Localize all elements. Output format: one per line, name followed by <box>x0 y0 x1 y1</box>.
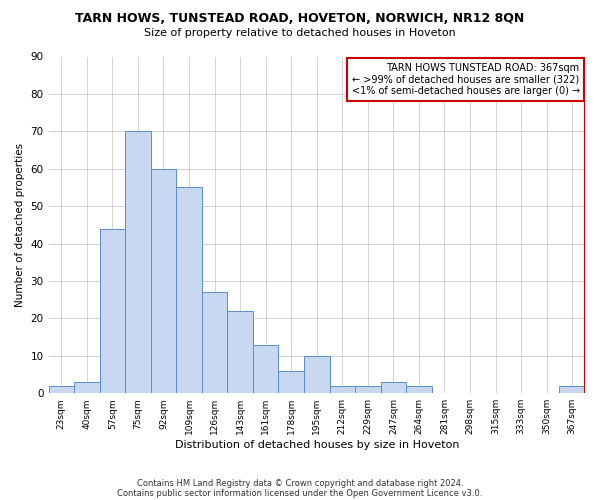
Bar <box>304 356 329 393</box>
Bar <box>253 344 278 393</box>
Text: Contains public sector information licensed under the Open Government Licence v3: Contains public sector information licen… <box>118 488 482 498</box>
Bar <box>202 292 227 393</box>
Text: Size of property relative to detached houses in Hoveton: Size of property relative to detached ho… <box>144 28 456 38</box>
Bar <box>329 386 355 393</box>
Bar <box>74 382 100 393</box>
Bar <box>100 228 125 393</box>
Bar <box>176 188 202 393</box>
Bar <box>278 371 304 393</box>
X-axis label: Distribution of detached houses by size in Hoveton: Distribution of detached houses by size … <box>175 440 459 450</box>
Bar <box>151 168 176 393</box>
Bar <box>380 382 406 393</box>
Bar <box>125 132 151 393</box>
Bar <box>227 311 253 393</box>
Bar <box>559 386 585 393</box>
Bar <box>355 386 380 393</box>
Text: Contains HM Land Registry data © Crown copyright and database right 2024.: Contains HM Land Registry data © Crown c… <box>137 478 463 488</box>
Y-axis label: Number of detached properties: Number of detached properties <box>15 143 25 307</box>
Bar <box>406 386 432 393</box>
Bar <box>49 386 74 393</box>
Text: TARN HOWS, TUNSTEAD ROAD, HOVETON, NORWICH, NR12 8QN: TARN HOWS, TUNSTEAD ROAD, HOVETON, NORWI… <box>76 12 524 26</box>
Text: TARN HOWS TUNSTEAD ROAD: 367sqm
← >99% of detached houses are smaller (322)
<1% : TARN HOWS TUNSTEAD ROAD: 367sqm ← >99% o… <box>352 63 580 96</box>
